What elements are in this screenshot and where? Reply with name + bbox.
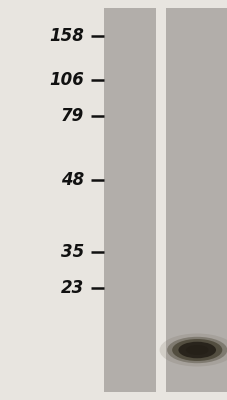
- Text: 23: 23: [61, 279, 84, 297]
- Text: 35: 35: [61, 243, 84, 261]
- Text: 106: 106: [49, 71, 84, 89]
- Ellipse shape: [171, 339, 221, 361]
- Text: 79: 79: [61, 107, 84, 125]
- Text: 48: 48: [61, 171, 84, 189]
- Bar: [166, 8, 227, 392]
- Ellipse shape: [166, 337, 226, 363]
- Text: 158: 158: [49, 27, 84, 45]
- Ellipse shape: [178, 342, 215, 358]
- Ellipse shape: [159, 334, 227, 366]
- Bar: [103, 8, 155, 392]
- Ellipse shape: [185, 345, 207, 355]
